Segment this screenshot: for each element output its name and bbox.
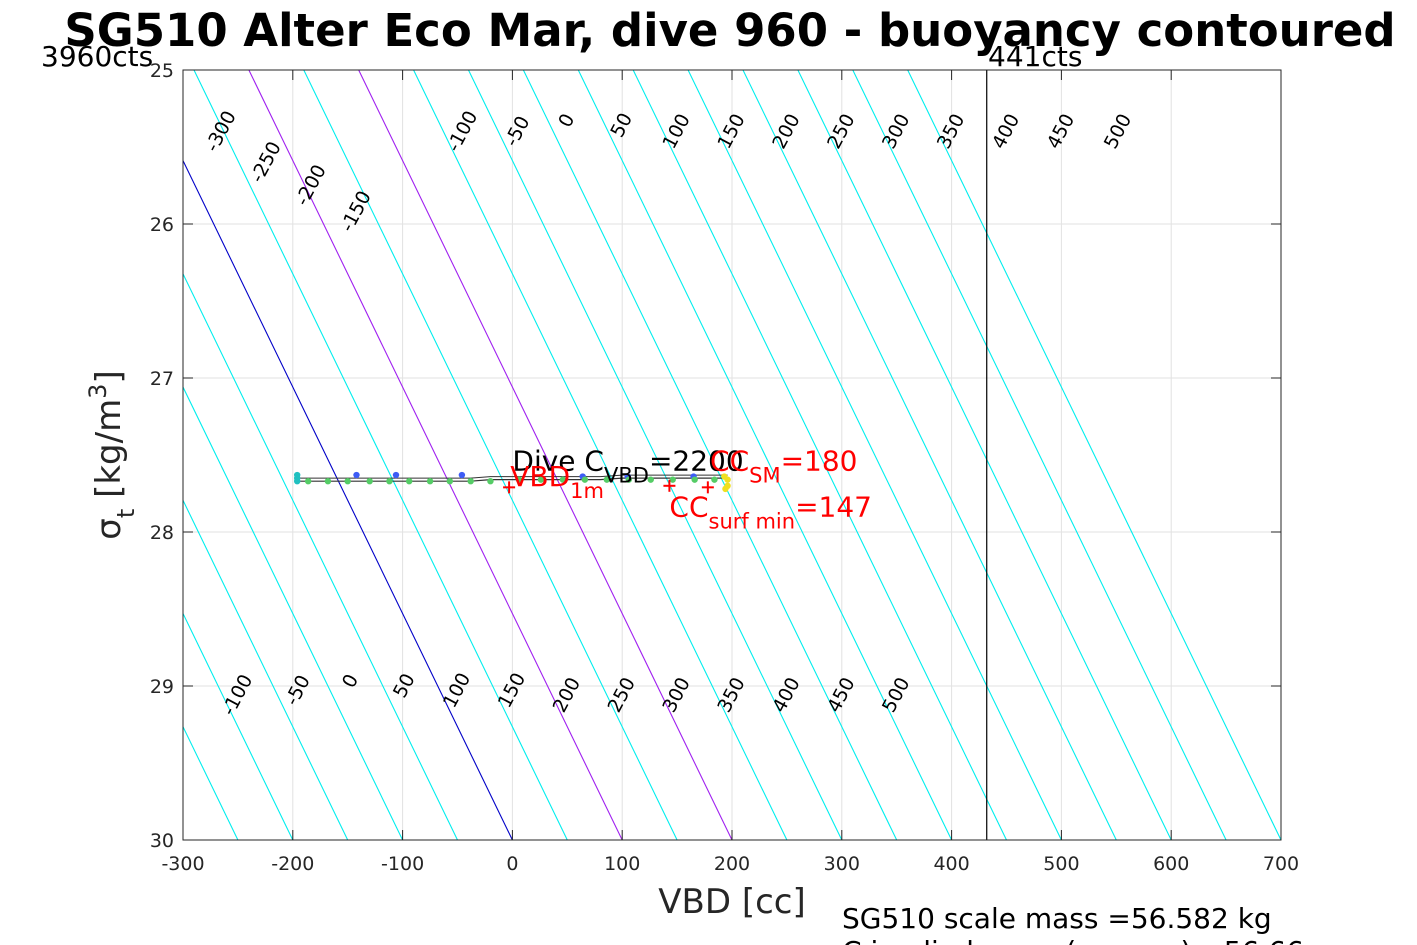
contour-line (852, 70, 1227, 840)
annotation-main: VBD (510, 460, 570, 493)
contour-line (797, 70, 1172, 840)
data-point (711, 476, 718, 483)
y-axis-label-subscript: t (112, 509, 140, 518)
data-point (458, 471, 466, 479)
data-point (293, 477, 301, 485)
data-series (293, 471, 731, 493)
x-tick-label: 200 (714, 853, 750, 875)
y-tick-label: 25 (150, 60, 174, 82)
data-point (625, 476, 632, 483)
implied-mass-text: C implied mass (apogee) =56.66 (842, 935, 1304, 945)
annotation-subscript: 1m (570, 479, 604, 503)
annotation-text: CCsurf min=147 (669, 491, 872, 534)
data-point (426, 477, 434, 485)
y-tick-label: 30 (150, 830, 174, 852)
annotation-value: =2200 (649, 444, 744, 477)
y-axis-label-superscript: 3 (84, 384, 112, 399)
annotation-subscript: SM (749, 463, 780, 487)
contour-line (467, 70, 843, 840)
scale-mass-text: SG510 scale mass =56.582 kg (842, 902, 1272, 935)
contour-line (413, 70, 788, 840)
x-tick-label: -300 (161, 853, 204, 875)
y-axis-label: σt [kg/m3] (84, 370, 140, 539)
data-point (304, 477, 312, 485)
contour-line (183, 385, 404, 840)
data-point (353, 471, 360, 479)
contour-line (0, 70, 73, 840)
x-axis-label: VBD [cc] (658, 882, 806, 922)
data-point (603, 476, 611, 483)
data-point (366, 477, 373, 485)
data-point (344, 477, 351, 485)
cast-trace-line (296, 474, 728, 479)
contour-line (248, 70, 623, 840)
buoyancy-contours (0, 70, 1281, 840)
data-point (669, 476, 676, 483)
cast-trace-line (296, 477, 728, 482)
y-axis-label-symbol: σ (89, 518, 129, 540)
x-tick-label: 100 (604, 853, 640, 875)
y-tick-label: 29 (150, 676, 174, 698)
data-point (647, 476, 654, 483)
contour-line (193, 70, 568, 840)
annotation-main: CC (669, 491, 708, 524)
chart-title: SG510 Alter Eco Mar, dive 960 - buoyancy… (64, 4, 1395, 57)
data-point (691, 476, 698, 483)
data-point (487, 477, 494, 485)
data-point (581, 476, 589, 483)
x-tick-label: 700 (1263, 853, 1299, 875)
data-point (515, 476, 523, 483)
annotation-value: =147 (795, 491, 872, 524)
axes: -300 -200 -100 0 100 200 300 400 500 600 700 25 26 27… (150, 60, 1299, 875)
data-point (392, 471, 400, 479)
x-tick-label: 500 (1043, 853, 1079, 875)
contour-line (742, 70, 1117, 840)
contour-line (0, 70, 18, 840)
y-tick-label: 27 (150, 368, 174, 390)
annotation-subscript: VBD (604, 463, 649, 487)
y-tick-label: 28 (150, 522, 174, 544)
contour-line (303, 70, 678, 840)
x-tick-label: -100 (381, 853, 424, 875)
x-tick-label: -200 (271, 853, 314, 875)
data-point (722, 485, 729, 493)
contour-line (183, 499, 349, 840)
annotation-main: CC (710, 444, 749, 477)
x-tick-label: 600 (1153, 853, 1189, 875)
data-point (537, 476, 545, 483)
x-tick-label: 400 (933, 853, 969, 875)
annotation-text: CCSM=180 (710, 444, 857, 487)
data-point (405, 477, 413, 485)
annotation-main: Dive C (512, 444, 604, 477)
data-point (324, 477, 332, 485)
contour-line (183, 612, 294, 840)
data-point (559, 476, 567, 483)
right-counts-label: 441cts (988, 40, 1082, 73)
data-point (467, 477, 474, 485)
data-point (386, 477, 393, 485)
left-counts-label: 3960cts (41, 40, 153, 73)
contour-line (577, 70, 953, 840)
y-tick-label: 26 (150, 214, 174, 236)
y-axis-label-unit-end: ] (89, 370, 129, 383)
contour-line (358, 70, 733, 840)
annotation-text: Dive CVBD=2200 (512, 444, 743, 487)
annotation-subscript: surf min (709, 510, 796, 534)
contour-line (183, 272, 458, 840)
contour-line (632, 70, 1007, 840)
x-tick-label: 300 (824, 853, 860, 875)
contour-line (522, 70, 898, 840)
contour-line (907, 70, 1281, 840)
x-tick-label: 0 (506, 853, 518, 875)
annotation-value: =180 (781, 444, 858, 477)
contour-line (687, 70, 1062, 840)
y-axis-label-unit: [kg/m (89, 399, 129, 509)
annotation-text: VBD1m (510, 460, 604, 503)
data-point (446, 477, 454, 485)
contour-line (183, 159, 513, 840)
data-point (724, 476, 731, 483)
